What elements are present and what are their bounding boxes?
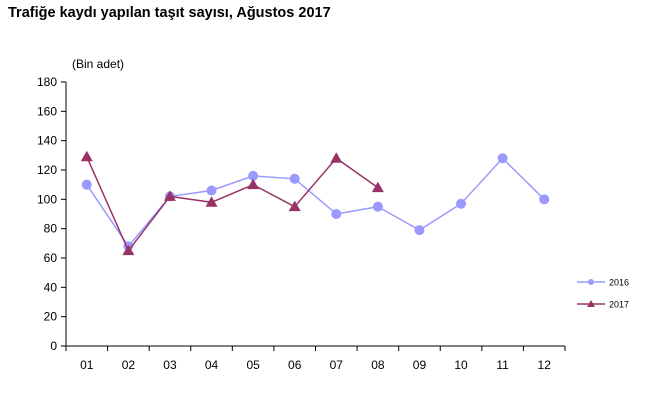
y-tick-label: 100 xyxy=(37,192,57,206)
data-point-2016 xyxy=(372,201,383,212)
x-tick-label: 05 xyxy=(246,358,260,372)
legend: 2016 2017 xyxy=(577,278,629,310)
x-tick-label: 06 xyxy=(288,358,302,372)
x-tick-label: 10 xyxy=(454,358,468,372)
data-point-2016 xyxy=(539,194,550,205)
data-point-2017 xyxy=(247,178,260,190)
y-tick-label: 80 xyxy=(44,222,58,236)
x-tick-label: 01 xyxy=(80,358,94,372)
data-point-2016 xyxy=(331,209,342,219)
y-tick-label: 180 xyxy=(37,75,57,89)
data-point-2016 xyxy=(414,225,425,236)
data-point-2016 xyxy=(497,153,508,164)
legend-item-2017: 2017 xyxy=(577,300,629,310)
x-tick-label: 12 xyxy=(538,358,552,372)
x-tick-label: 11 xyxy=(496,358,509,372)
chart-title: Trafiğe kaydı yapılan taşıt sayısı, Ağus… xyxy=(8,5,331,21)
series-layer xyxy=(80,150,550,256)
series-2017 xyxy=(80,150,384,256)
y-tick-label: 120 xyxy=(37,163,57,177)
y-tick-label: 60 xyxy=(44,251,58,265)
data-point-2017 xyxy=(330,152,343,163)
series-line-2017 xyxy=(86,156,379,253)
series-line-2016 xyxy=(86,157,545,248)
y-tick-label: 20 xyxy=(44,310,58,324)
data-point-2016 xyxy=(248,170,259,181)
data-point-2017 xyxy=(163,190,176,201)
legend-item-2016: 2016 xyxy=(577,278,629,288)
x-tick-label: 07 xyxy=(330,358,344,372)
legend-marker xyxy=(587,300,595,307)
legend-label: 2017 xyxy=(609,300,629,310)
data-point-2017 xyxy=(122,244,135,256)
data-point-2016 xyxy=(289,173,300,184)
data-point-2017 xyxy=(371,181,384,193)
axes: (Bin adet) 0 20 40 60 80 100 120 140 160 180 01 02 03… xyxy=(37,57,566,372)
x-tick-label: 02 xyxy=(122,358,136,372)
y-tick-label: 160 xyxy=(37,104,57,118)
x-tick-label: 03 xyxy=(163,358,177,372)
y-tick-label: 0 xyxy=(50,339,57,353)
x-tick-label: 04 xyxy=(205,358,219,372)
x-tick-label: 08 xyxy=(371,358,385,372)
series-2016 xyxy=(81,153,550,252)
data-point-2017 xyxy=(288,200,301,212)
data-point-2017 xyxy=(205,196,218,207)
data-point-2016 xyxy=(81,179,92,190)
y-tick-label: 40 xyxy=(44,280,58,294)
legend-label: 2016 xyxy=(609,278,629,288)
x-tick-label: 09 xyxy=(413,358,427,372)
y-axis-title: (Bin adet) xyxy=(72,57,124,71)
y-tick-label: 140 xyxy=(37,134,57,148)
data-point-2016 xyxy=(206,185,217,196)
legend-marker xyxy=(588,279,594,285)
data-point-2017 xyxy=(80,150,93,162)
data-point-2016 xyxy=(456,198,467,209)
